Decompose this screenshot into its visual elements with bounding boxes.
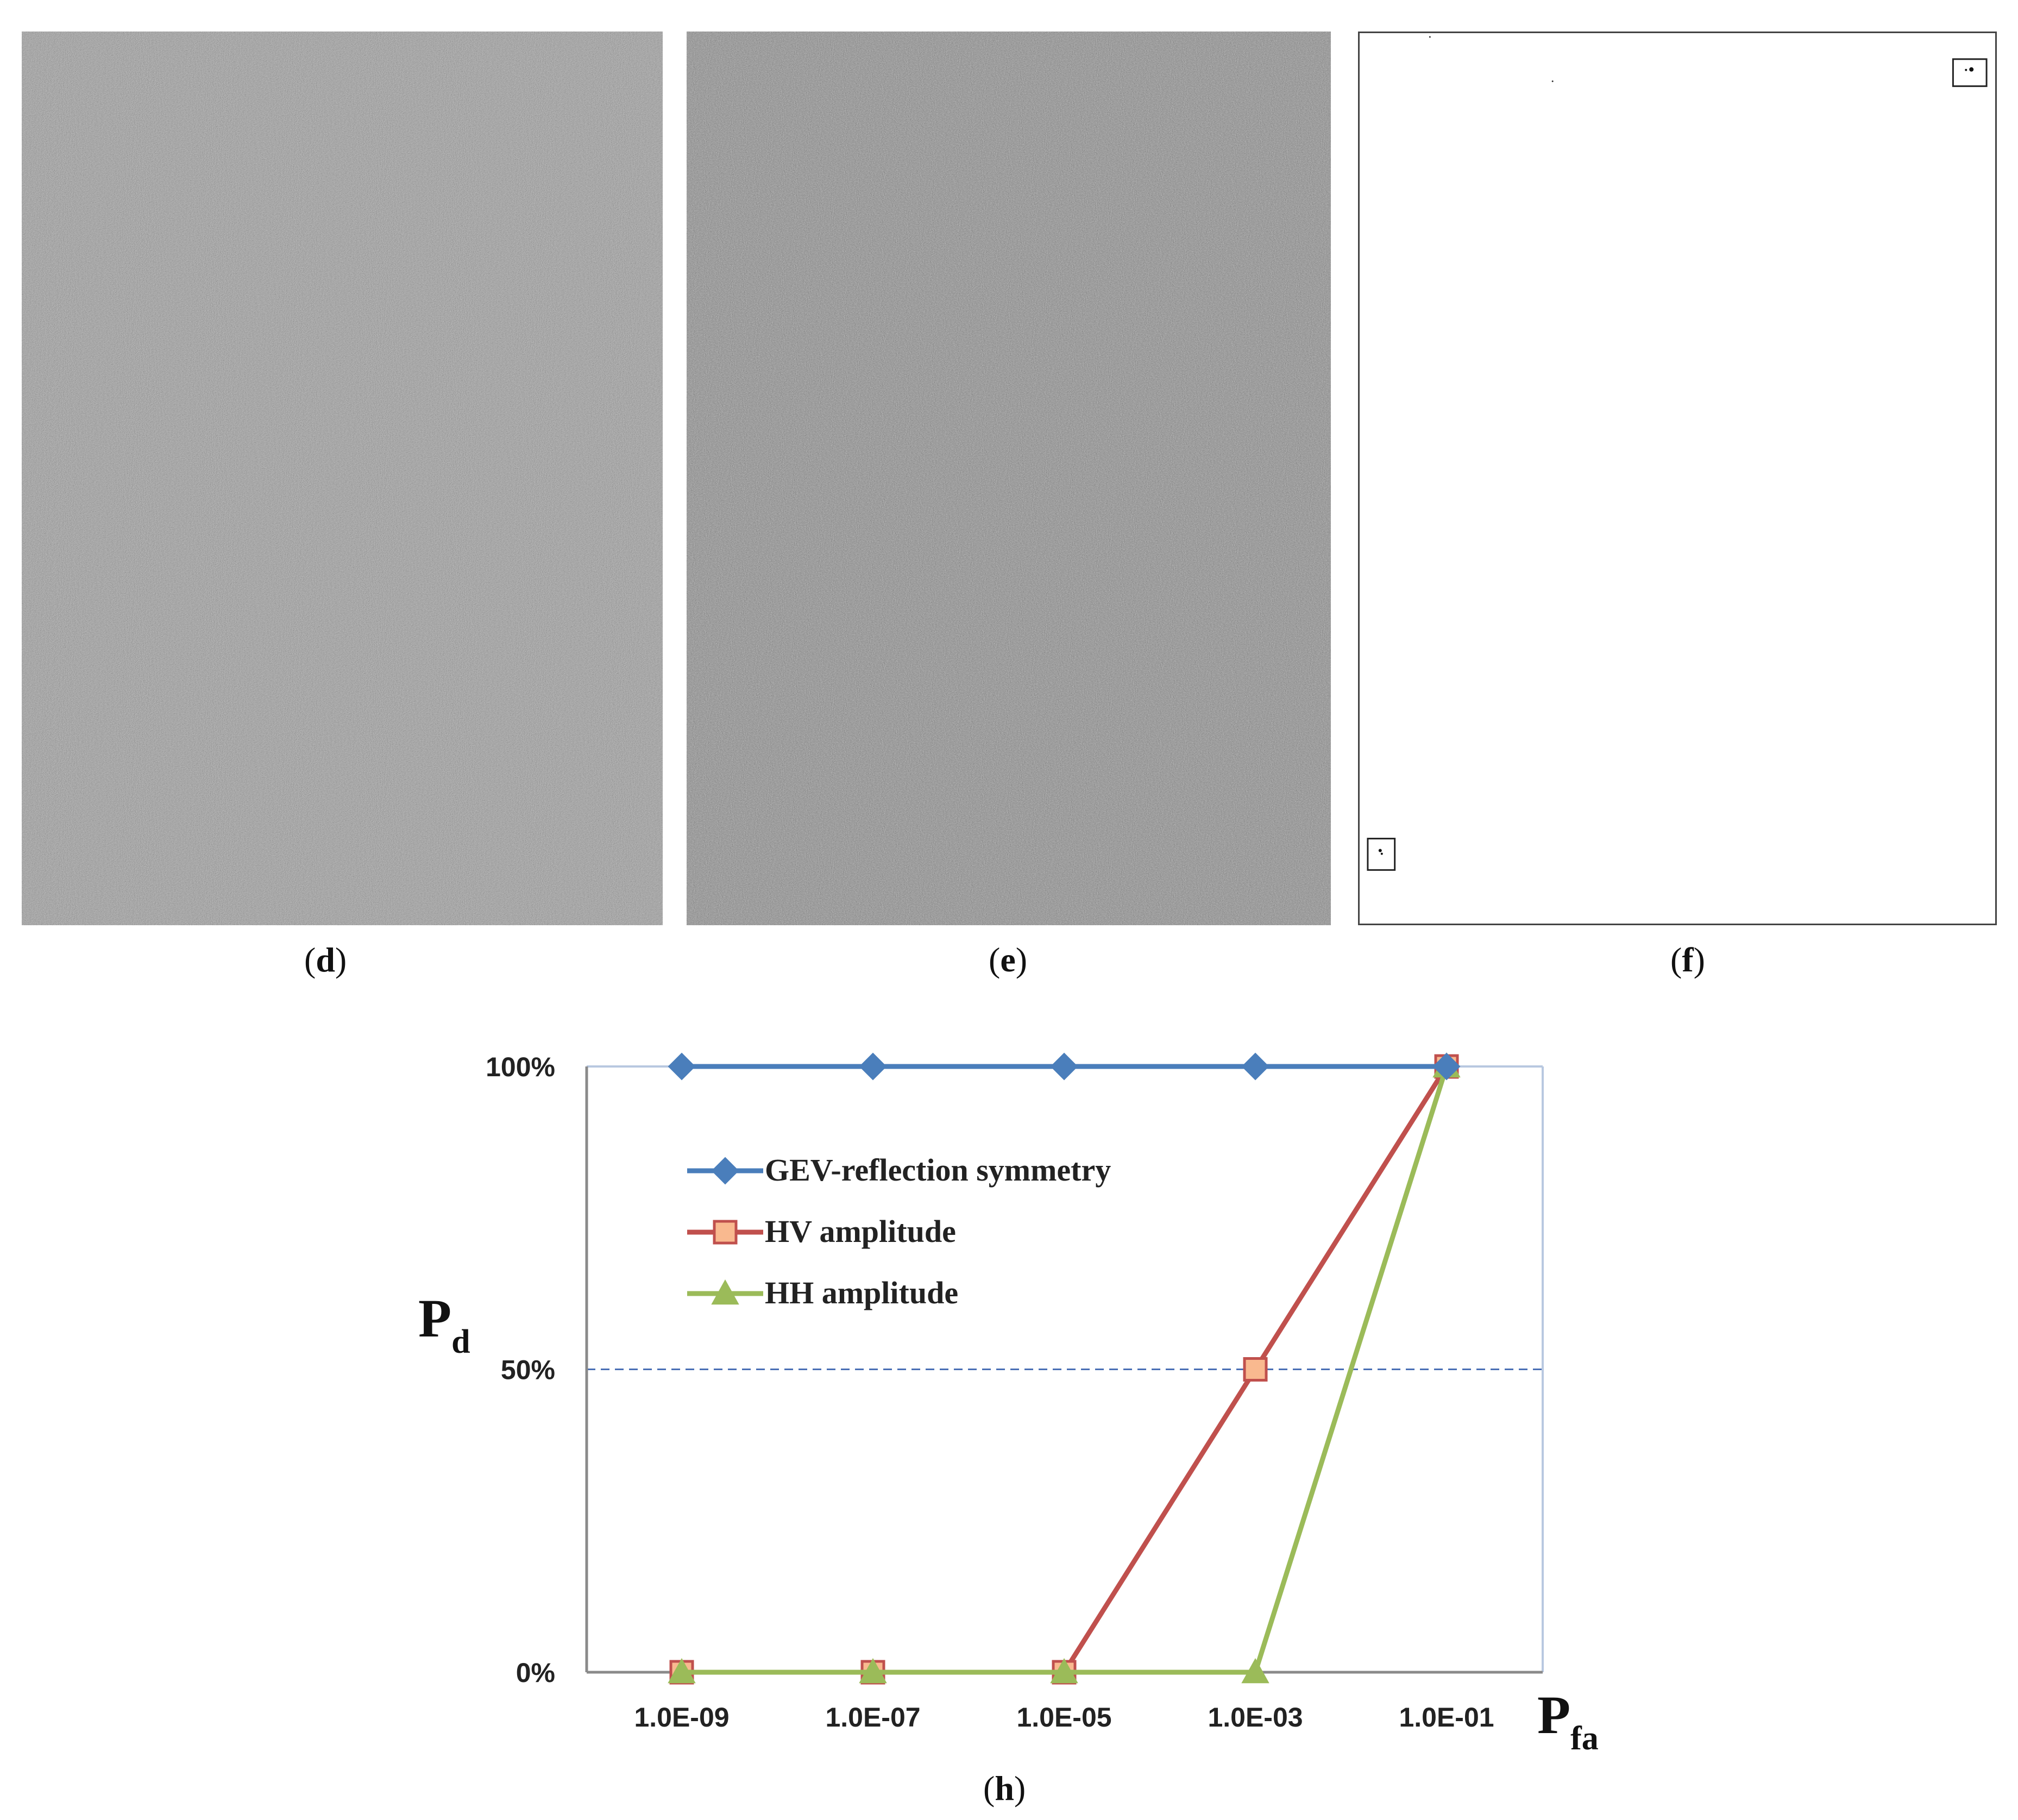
legend-marker	[711, 1157, 739, 1185]
x-axis-label: Pfa	[1537, 1685, 1599, 1757]
x-tick-label: 1.0E-09	[634, 1702, 729, 1733]
x-tick-label: 1.0E-01	[1399, 1702, 1494, 1733]
legend-label: HV amplitude	[765, 1214, 956, 1249]
x-tick-label: 1.0E-05	[1016, 1702, 1111, 1733]
target-box-top-right	[1952, 58, 1988, 87]
detection-map-panel-f	[1358, 32, 1997, 925]
data-point-marker	[1050, 1658, 1078, 1684]
data-point-marker	[668, 1052, 696, 1081]
legend-entry: HV amplitude	[687, 1214, 956, 1249]
y-axis-label: Pd	[418, 1288, 470, 1360]
legend-entry: HH amplitude	[687, 1275, 958, 1310]
data-point-marker	[668, 1658, 696, 1684]
legend-marker	[713, 1220, 738, 1245]
caption-h: (h)	[983, 1769, 1026, 1808]
legend-marker	[711, 1279, 739, 1305]
legend-entry: GEV-reflection symmetry	[687, 1152, 1111, 1188]
target-box-bottom-left	[1367, 838, 1396, 871]
data-point-marker	[859, 1658, 887, 1684]
data-point-marker	[1432, 1052, 1461, 1081]
y-tick-label: 0%	[516, 1658, 555, 1688]
x-tick-label: 1.0E-07	[825, 1702, 920, 1733]
sar-image-panel-e	[687, 32, 1331, 925]
caption-f: (f)	[1670, 940, 1705, 979]
sar-image-panel-d	[22, 32, 663, 925]
data-point-marker	[1050, 1052, 1078, 1081]
y-tick-label: 100%	[486, 1052, 555, 1082]
data-point-marker	[1241, 1658, 1269, 1684]
legend-label: GEV-reflection symmetry	[765, 1152, 1111, 1188]
data-point-marker	[1241, 1052, 1269, 1081]
data-point-marker	[1243, 1357, 1268, 1382]
series-0	[668, 1052, 1461, 1081]
caption-d: (d)	[304, 940, 347, 979]
x-tick-label: 1.0E-03	[1208, 1702, 1303, 1733]
y-tick-label: 50%	[501, 1355, 555, 1385]
pd-vs-pfa-chart: 0% 50% 100% 1.0E-09 1.0E-07 1.0E-05 1.0E-03 1.0…	[418, 1052, 1599, 1757]
legend-label: HH amplitude	[765, 1275, 958, 1310]
series-2	[668, 1052, 1461, 1684]
data-point-marker	[859, 1052, 887, 1081]
caption-e: (e)	[989, 940, 1028, 979]
